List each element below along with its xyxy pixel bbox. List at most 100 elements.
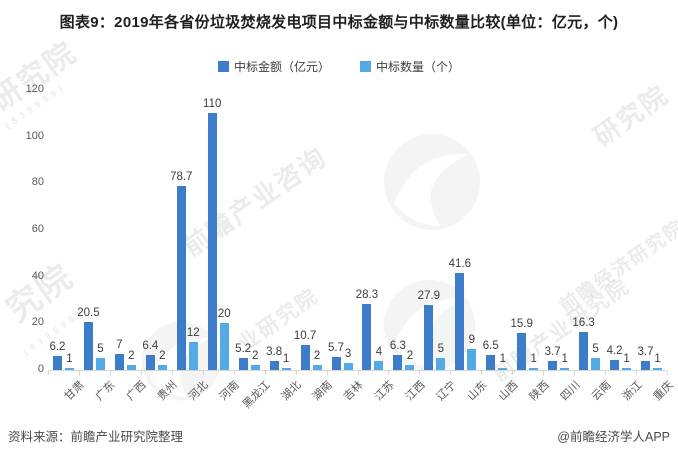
x-axis-tickmark — [636, 371, 638, 375]
x-axis-tickmark — [78, 371, 80, 375]
legend: 中标金额（亿元） 中标数量（个） — [0, 58, 678, 75]
x-axis-tickmark — [605, 371, 607, 375]
x-axis-tickmark — [543, 371, 545, 375]
x-axis-label-山东: 山东 — [465, 379, 490, 404]
count-bar-广东 — [95, 358, 105, 370]
x-axis-tickmark — [481, 371, 483, 375]
amount-label-广东: 20.5 — [77, 307, 100, 320]
amount-bar-陕西 — [517, 332, 527, 370]
count-label-江西: 2 — [406, 350, 414, 363]
count-label-四川: 1 — [561, 352, 568, 365]
x-axis-label-湖南: 湖南 — [310, 379, 335, 404]
count-label-河北: 12 — [186, 327, 200, 339]
count-bar-湖北 — [281, 367, 291, 370]
count-bar-吉林 — [343, 363, 353, 370]
count-label-河南: 20 — [217, 308, 231, 321]
count-bar-重庆 — [653, 367, 663, 370]
count-bar-河北 — [188, 342, 198, 370]
x-axis-label-广西: 广西 — [124, 379, 149, 404]
amount-label-吉林: 5.7 — [328, 341, 345, 354]
amount-label-广西: 7 — [116, 338, 123, 351]
amount-label-湖北: 3.8 — [266, 346, 283, 359]
amount-label-江苏: 28.3 — [355, 288, 379, 301]
count-bar-河南 — [219, 323, 229, 370]
count-label-甘肃: 1 — [66, 352, 73, 365]
amount-bar-湖南 — [300, 345, 310, 370]
y-axis-tick-label: 20 — [31, 316, 44, 329]
amount-bar-吉林 — [331, 356, 341, 370]
count-label-山西: 1 — [499, 352, 506, 365]
legend-swatch-icon — [360, 61, 371, 72]
x-axis-label-黑龙江: 黑龙江 — [240, 379, 273, 411]
x-axis-tickmark — [48, 371, 49, 375]
x-axis-tickmark — [512, 371, 514, 375]
count-label-黑龙江: 2 — [251, 350, 259, 363]
count-bar-甘肃 — [64, 367, 74, 370]
x-axis-tickmark — [202, 371, 204, 375]
amount-bar-河南 — [207, 113, 217, 370]
count-label-重庆: 1 — [654, 352, 661, 365]
x-axis-label-吉林: 吉林 — [341, 379, 366, 404]
x-axis-tickmark — [357, 371, 359, 375]
y-axis-tick-label: 60 — [31, 223, 44, 235]
x-axis-label-辽宁: 辽宁 — [434, 379, 459, 404]
amount-label-辽宁: 27.9 — [417, 289, 441, 302]
x-axis-tickmark — [419, 371, 421, 375]
amount-label-河南: 110 — [203, 98, 222, 111]
amount-label-重庆: 3.7 — [637, 346, 654, 359]
count-label-江苏: 4 — [375, 345, 383, 358]
x-axis-label-重庆: 重庆 — [651, 379, 676, 404]
amount-label-山东: 41.6 — [448, 257, 471, 270]
amount-label-江西: 6.3 — [389, 340, 406, 353]
x-axis-label-江西: 江西 — [403, 379, 428, 404]
x-axis-tickmark — [450, 371, 452, 375]
amount-label-四川: 3.7 — [544, 346, 561, 359]
amount-bar-河北 — [176, 186, 186, 370]
y-axis-tick-label: 0 — [37, 363, 44, 375]
amount-bar-山东 — [455, 272, 465, 370]
count-label-广西: 2 — [128, 350, 135, 363]
amount-bar-甘肃 — [52, 355, 62, 370]
amount-label-甘肃: 6.2 — [49, 340, 66, 353]
amount-bar-辽宁 — [424, 304, 434, 370]
x-axis-label-广东: 广东 — [94, 379, 119, 404]
count-bar-四川 — [560, 367, 570, 370]
count-bar-黑龙江 — [250, 365, 260, 370]
amount-bar-贵州 — [145, 355, 155, 370]
count-bar-云南 — [591, 358, 601, 370]
x-axis-tickmark — [264, 371, 266, 375]
amount-label-浙江: 4.2 — [606, 345, 623, 358]
amount-bar-湖北 — [269, 361, 279, 370]
count-bar-山东 — [467, 349, 477, 370]
amount-bar-广西 — [114, 353, 124, 370]
amount-label-山西: 6.5 — [482, 339, 499, 352]
legend-item-1: 中标数量（个） — [360, 58, 460, 75]
x-axis-tickmark — [233, 371, 235, 375]
count-bar-浙江 — [622, 367, 632, 370]
amount-bar-四川 — [548, 361, 558, 370]
amount-label-陕西: 15.9 — [510, 317, 533, 330]
count-label-陕西: 1 — [530, 352, 537, 365]
count-label-山东: 9 — [468, 334, 476, 346]
count-label-吉林: 3 — [344, 348, 352, 360]
x-axis-tickmark — [295, 371, 297, 375]
amount-label-河北: 78.7 — [170, 171, 193, 184]
count-label-广东: 5 — [97, 343, 104, 356]
x-axis-label-浙江: 浙江 — [620, 379, 645, 404]
count-bar-山西 — [498, 367, 508, 370]
count-label-湖南: 2 — [313, 350, 321, 363]
x-axis-label-湖北: 湖北 — [279, 379, 304, 404]
x-axis-tickmark — [109, 371, 111, 375]
amount-bar-云南 — [579, 331, 589, 370]
y-axis-tick-label: 120 — [25, 83, 44, 95]
amount-label-贵州: 6.4 — [142, 340, 159, 353]
amount-bar-山西 — [486, 354, 496, 370]
x-axis-tickmark — [326, 371, 328, 375]
x-axis-line — [48, 370, 667, 371]
count-bar-贵州 — [157, 365, 167, 370]
count-label-浙江: 1 — [623, 352, 630, 365]
x-axis-tickmark — [171, 371, 173, 375]
chart-title: 图表9：2019年各省份垃圾焚烧发电项目中标金额与中标数量比较(单位：亿元，个) — [59, 14, 619, 31]
